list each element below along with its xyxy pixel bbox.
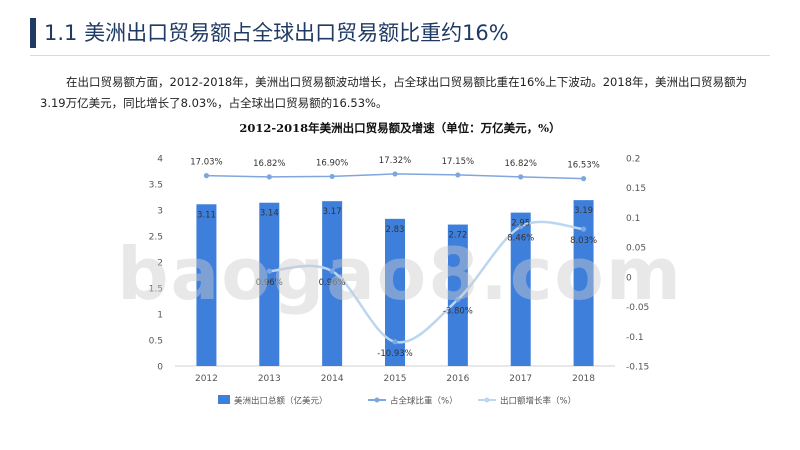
bar-data-label: 3.19 [574, 206, 593, 216]
bar-data-label: 3.11 [197, 210, 216, 220]
share-data-label: 16.82% [253, 159, 285, 169]
y-tick-label: 0 [157, 363, 163, 373]
share-data-label: 16.90% [316, 158, 348, 168]
y2-tick-label: 0.05 [626, 244, 646, 254]
share-data-label: 17.15% [442, 157, 474, 167]
share-data-label: 17.03% [190, 158, 222, 168]
share-point [329, 173, 335, 180]
y2-tick-label: -0.15 [626, 363, 649, 373]
growth-data-label: 8.46% [507, 234, 534, 244]
growth-data-label: 0.96% [256, 278, 283, 288]
growth-rate-line [269, 220, 584, 344]
share-point [580, 176, 587, 182]
share-point [203, 173, 210, 179]
y-tick-label: 3.5 [149, 181, 163, 191]
bar [322, 201, 343, 366]
x-tick-label: 2018 [572, 374, 595, 384]
bar [196, 204, 217, 366]
x-tick-label: 2012 [195, 374, 218, 384]
y2-tick-label: 0.2 [626, 155, 640, 165]
y2-tick-label: -0.05 [626, 303, 649, 313]
bar [259, 202, 280, 366]
x-tick-label: 2015 [384, 374, 407, 384]
x-tick-label: 2017 [509, 374, 532, 384]
bar [385, 218, 405, 366]
bar-data-label: 3.17 [323, 207, 342, 217]
page-title: 1.1 美洲出口贸易额占全球出口贸易额比重约16% [44, 21, 509, 45]
y-tick-label: 0.5 [149, 337, 163, 347]
growth-rate-point [518, 223, 524, 230]
legend-marker [484, 397, 490, 403]
growth-rate-point [392, 339, 398, 345]
y-tick-label: 1.5 [149, 285, 163, 295]
legend-label: 美洲出口总额（亿美元） [234, 396, 328, 407]
bar [573, 200, 594, 366]
bar [510, 212, 531, 366]
y-tick-label: 1 [157, 311, 163, 321]
growth-rate-point [266, 268, 272, 274]
x-tick-label: 2016 [446, 374, 469, 384]
bar-data-label: 3.14 [260, 209, 279, 219]
y-tick-label: 4 [157, 155, 163, 165]
legend-label: 占全球比重（%） [390, 396, 458, 407]
bar-data-label: 2.95 [511, 219, 530, 229]
y2-tick-label: 0.15 [626, 184, 646, 194]
share-point [518, 174, 524, 180]
y-tick-label: 2 [157, 259, 163, 269]
intro-paragraph: 在出口贸易额方面，2012-2018年，美洲出口贸易额波动增长，占全球出口贸易额… [40, 75, 748, 110]
growth-data-label: -10.93% [377, 349, 412, 359]
y2-tick-label: 0 [626, 273, 632, 283]
legend-label: 出口额增长率（%） [500, 396, 576, 407]
y2-tick-label: -0.1 [626, 333, 644, 343]
y-tick-label: 2.5 [149, 233, 163, 243]
growth-data-label: 0.96% [319, 278, 346, 288]
share-data-label: 17.32% [379, 156, 411, 166]
y-tick-label: 3 [157, 207, 163, 217]
growth-rate-point [329, 268, 335, 274]
share-point [392, 171, 398, 177]
chart-title: 2012-2018年美洲出口贸易额及增速（单位：万亿美元，%） [239, 121, 561, 135]
share-point [266, 174, 272, 180]
legend-marker [374, 397, 380, 403]
share-point [455, 172, 461, 178]
growth-rate-point [580, 226, 587, 232]
legend-swatch [218, 395, 230, 404]
x-tick-label: 2013 [258, 374, 281, 384]
bar-data-label: 2.72 [448, 231, 467, 241]
growth-data-label: -3.80% [443, 306, 473, 316]
share-data-label: 16.53% [567, 161, 599, 171]
x-tick-label: 2014 [321, 374, 344, 384]
title-divider [30, 55, 770, 56]
bar [447, 224, 468, 366]
bar-data-label: 2.83 [386, 225, 405, 235]
growth-rate-point [455, 296, 461, 303]
growth-data-label: 8.03% [570, 236, 597, 246]
title-accent-bar [30, 18, 36, 48]
share-data-label: 16.82% [505, 159, 537, 169]
y2-tick-label: 0.1 [626, 214, 640, 224]
